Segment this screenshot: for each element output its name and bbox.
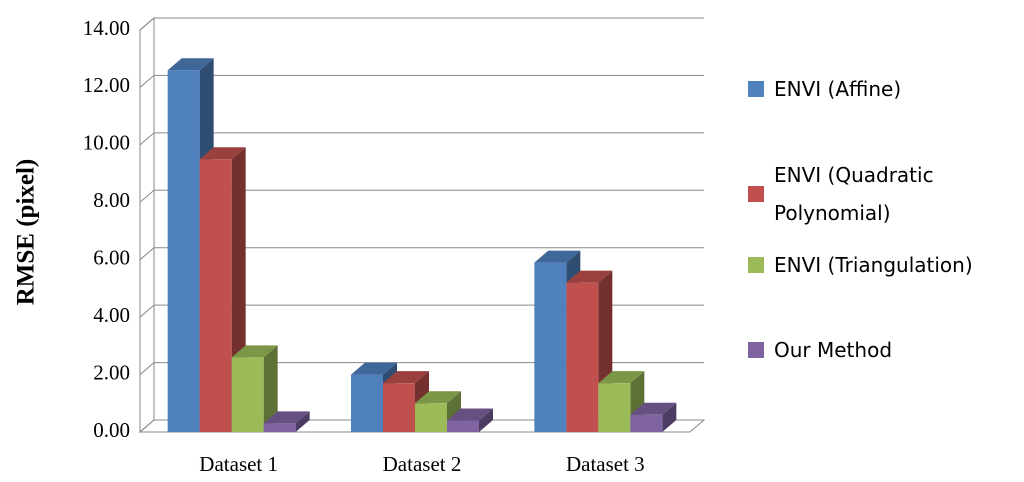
y-tick-label: 10.00	[83, 131, 130, 155]
grid-line	[139, 17, 704, 31]
bar-front	[447, 420, 479, 432]
bar-side	[263, 345, 278, 432]
bar-front	[199, 159, 232, 432]
y-tick-label: 4.00	[93, 303, 130, 327]
bar-front	[534, 262, 567, 432]
legend-swatch	[748, 186, 764, 202]
legend-label: ENVI (Affine)	[774, 77, 902, 101]
bar-side	[295, 411, 310, 432]
back-wall	[139, 16, 155, 434]
legend: ENVI (Affine) ENVI (Quadratic Polynomial)…	[748, 0, 1024, 482]
grid-line	[139, 247, 704, 261]
grid-line	[139, 132, 704, 146]
legend-label: Our Method	[774, 338, 893, 362]
bar	[415, 391, 461, 432]
y-tick-label: 6.00	[93, 246, 130, 270]
y-tick-label: 0.00	[93, 418, 130, 442]
bar-top	[534, 250, 581, 263]
x-tick-label: Dataset 3	[566, 452, 645, 476]
bar-front	[231, 357, 264, 432]
legend-entry: ENVI (Quadratic Polynomial)	[748, 156, 1009, 232]
x-tick-label: Dataset 2	[383, 452, 462, 476]
bar-front	[383, 383, 415, 432]
bar	[263, 411, 310, 432]
bar-front	[566, 282, 599, 432]
bar	[167, 58, 214, 432]
grid-line	[139, 189, 704, 203]
grid-line	[139, 419, 704, 433]
bar-top	[383, 371, 429, 384]
legend-label: ENVI (Triangulation)	[774, 253, 973, 277]
bar-top	[167, 58, 214, 71]
bar-front	[415, 403, 447, 432]
legend-swatch	[748, 81, 764, 97]
bar	[630, 402, 677, 432]
bar-top	[351, 362, 397, 375]
grid-line	[139, 362, 704, 375]
bar-front	[167, 70, 200, 432]
legend-entry: Our Method	[748, 331, 1009, 369]
y-tick-label: 8.00	[93, 188, 130, 212]
bar	[447, 408, 493, 432]
legend-label: ENVI (Quadratic Polynomial)	[774, 163, 934, 225]
bar-side	[662, 402, 677, 432]
bar-side	[479, 408, 493, 432]
legend-entry: ENVI (Affine)	[748, 70, 1009, 108]
bar-top	[263, 411, 310, 424]
y-axis-title: RMSE (pixel)	[13, 159, 40, 306]
legend-entry: ENVI (Triangulation)	[748, 246, 1009, 284]
bar-top	[199, 147, 246, 160]
bar-top	[566, 270, 613, 283]
bar-top	[447, 408, 493, 421]
x-tick-label: Dataset 1	[199, 452, 278, 476]
legend-swatch	[748, 342, 764, 358]
bar-front	[263, 423, 296, 432]
legend-swatch	[748, 257, 764, 273]
bar-top	[630, 402, 677, 415]
bar-front	[598, 383, 631, 432]
bar	[231, 345, 278, 432]
bar-top	[415, 391, 461, 404]
grid-line	[139, 74, 704, 88]
y-tick-label: 14.00	[83, 16, 130, 40]
y-tick-label: 2.00	[93, 360, 130, 384]
grid-line	[139, 304, 704, 318]
bar-top	[598, 371, 645, 384]
bar-top	[231, 345, 278, 358]
y-tick-label: 12.00	[83, 73, 130, 97]
bar-front	[630, 414, 663, 432]
bar-front	[351, 374, 383, 432]
